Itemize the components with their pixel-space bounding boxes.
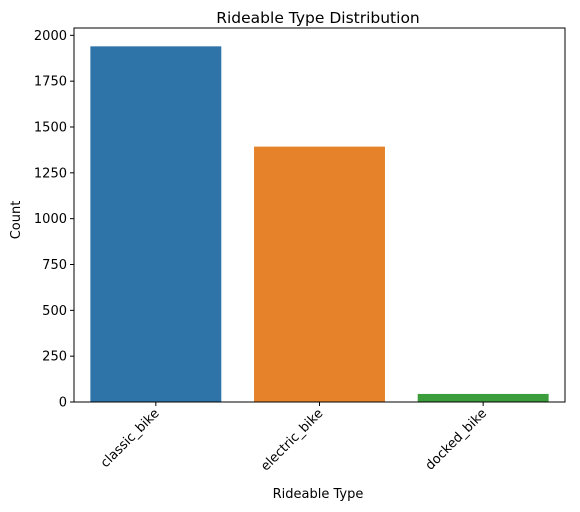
bar-docked-bike — [417, 393, 549, 402]
y-tick-label: 1000 — [34, 212, 67, 227]
x-axis: classic_bike electric_bike docked_bike — [98, 402, 490, 474]
chart-title: Rideable Type Distribution — [216, 9, 420, 27]
y-tick-label: 1750 — [34, 75, 67, 90]
y-axis: 0 250 500 750 1000 1250 1500 1750 2000 — [34, 29, 74, 411]
plot-frame — [73, 27, 566, 403]
y-tick-label: 250 — [42, 350, 67, 365]
x-tick-label: classic_bike — [98, 406, 163, 471]
bars-layer — [90, 46, 549, 402]
y-tick-label: 0 — [59, 396, 67, 411]
y-tick-label: 2000 — [34, 29, 67, 44]
bar-electric-bike — [254, 146, 385, 402]
x-tick-label: electric_bike — [258, 406, 326, 474]
y-tick-label: 500 — [42, 304, 67, 319]
y-axis-label: Count — [9, 201, 24, 240]
x-axis-label: Rideable Type — [273, 487, 364, 502]
y-tick-label: 1500 — [34, 121, 67, 136]
x-tick-label: docked_bike — [423, 406, 490, 473]
bar-classic-bike — [90, 46, 222, 402]
y-tick-label: 1250 — [34, 166, 67, 181]
y-tick-label: 750 — [42, 258, 67, 273]
